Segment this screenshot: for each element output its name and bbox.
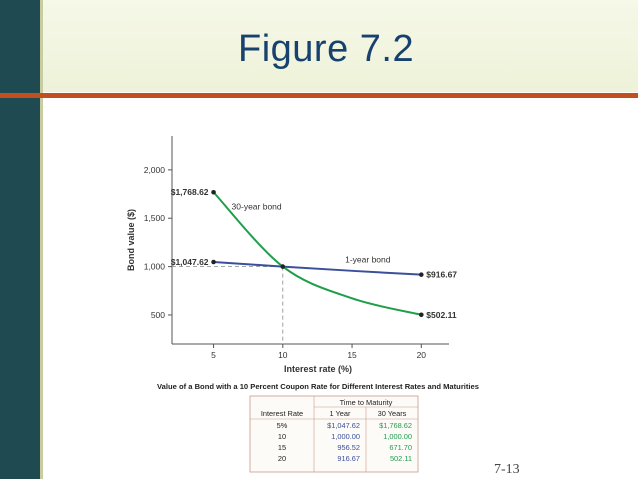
- data-point-3: [419, 272, 424, 277]
- table-header-1yr: 1 Year: [330, 409, 352, 418]
- data-point-1: [419, 312, 424, 318]
- sidebar-edge: [40, 0, 43, 479]
- data-point-2: [211, 259, 216, 265]
- table-cell-r3-c1: 916.67: [337, 454, 360, 463]
- endpoint-label-2: $916.67: [426, 270, 457, 280]
- table-cell-r3-c2: 502.11: [390, 454, 412, 463]
- table-cell-r0-c0: 5%: [277, 421, 288, 430]
- endpoint-label-0: $1,768.62: [171, 187, 209, 197]
- endpoint-label-1: $1,047.62: [171, 257, 209, 267]
- chart-caption: Value of a Bond with a 10 Percent Coupon…: [157, 382, 479, 391]
- header-rule: [0, 93, 638, 98]
- y-axis-label: Bond value ($): [126, 209, 136, 271]
- data-point-4: [280, 264, 286, 269]
- series-label-1-year-bond: 1-year bond: [345, 254, 391, 264]
- table-cell-r2-c1: 956.52: [337, 443, 360, 452]
- table-cell-r1-c1: 1,000.00: [331, 432, 360, 441]
- table-cell-r1-c2: 1,000.00: [383, 432, 412, 441]
- y-tick-label-0: 500: [151, 310, 165, 320]
- x-tick-label-3: 20: [417, 350, 427, 360]
- endpoint-label-3: $502.11: [426, 310, 457, 320]
- maturity-table: Time to Maturity Interest Rate 1 Year 30…: [249, 395, 419, 473]
- sidebar-band: [0, 0, 40, 479]
- y-tick-label-2: 1,500: [144, 213, 166, 223]
- slide-title: Figure 7.2: [238, 28, 415, 70]
- x-axis-label: Interest rate (%): [284, 364, 352, 374]
- table-cell-r0-c2: $1,768.62: [379, 421, 412, 430]
- header-band: [43, 0, 638, 92]
- series-line-30-year-bond: [212, 191, 422, 316]
- table-cell-r3-c0: 20: [278, 454, 286, 463]
- x-tick-label-0: 5: [211, 350, 216, 360]
- table-cell-r1-c0: 10: [278, 432, 286, 441]
- table-cell-r0-c1: $1,047.62: [327, 421, 360, 430]
- table-group-header: Time to Maturity: [340, 398, 393, 407]
- x-tick-label-2: 15: [347, 350, 357, 360]
- figure-panel: 5 10 15 20 500 1,000 1,500 2,000 $1,768.62 $1,04…: [122, 106, 531, 474]
- series-line-1-year-bond: [213, 261, 422, 276]
- y-tick-label-3: 2,000: [144, 165, 166, 175]
- data-point-0: [211, 189, 216, 195]
- page-number: 7-13: [494, 462, 520, 477]
- table-header-30yr: 30 Years: [378, 409, 407, 418]
- y-tick-label-1: 1,000: [144, 262, 166, 272]
- table-header-rate: Interest Rate: [261, 409, 303, 418]
- x-tick-label-1: 10: [278, 350, 288, 360]
- table-cell-r2-c0: 15: [278, 443, 286, 452]
- table-cell-r2-c2: 671.70: [389, 443, 412, 452]
- series-label-30-year-bond: 30-year bond: [232, 202, 282, 212]
- bond-value-chart: 5 10 15 20 500 1,000 1,500 2,000 $1,768.62 $1,04…: [126, 136, 479, 473]
